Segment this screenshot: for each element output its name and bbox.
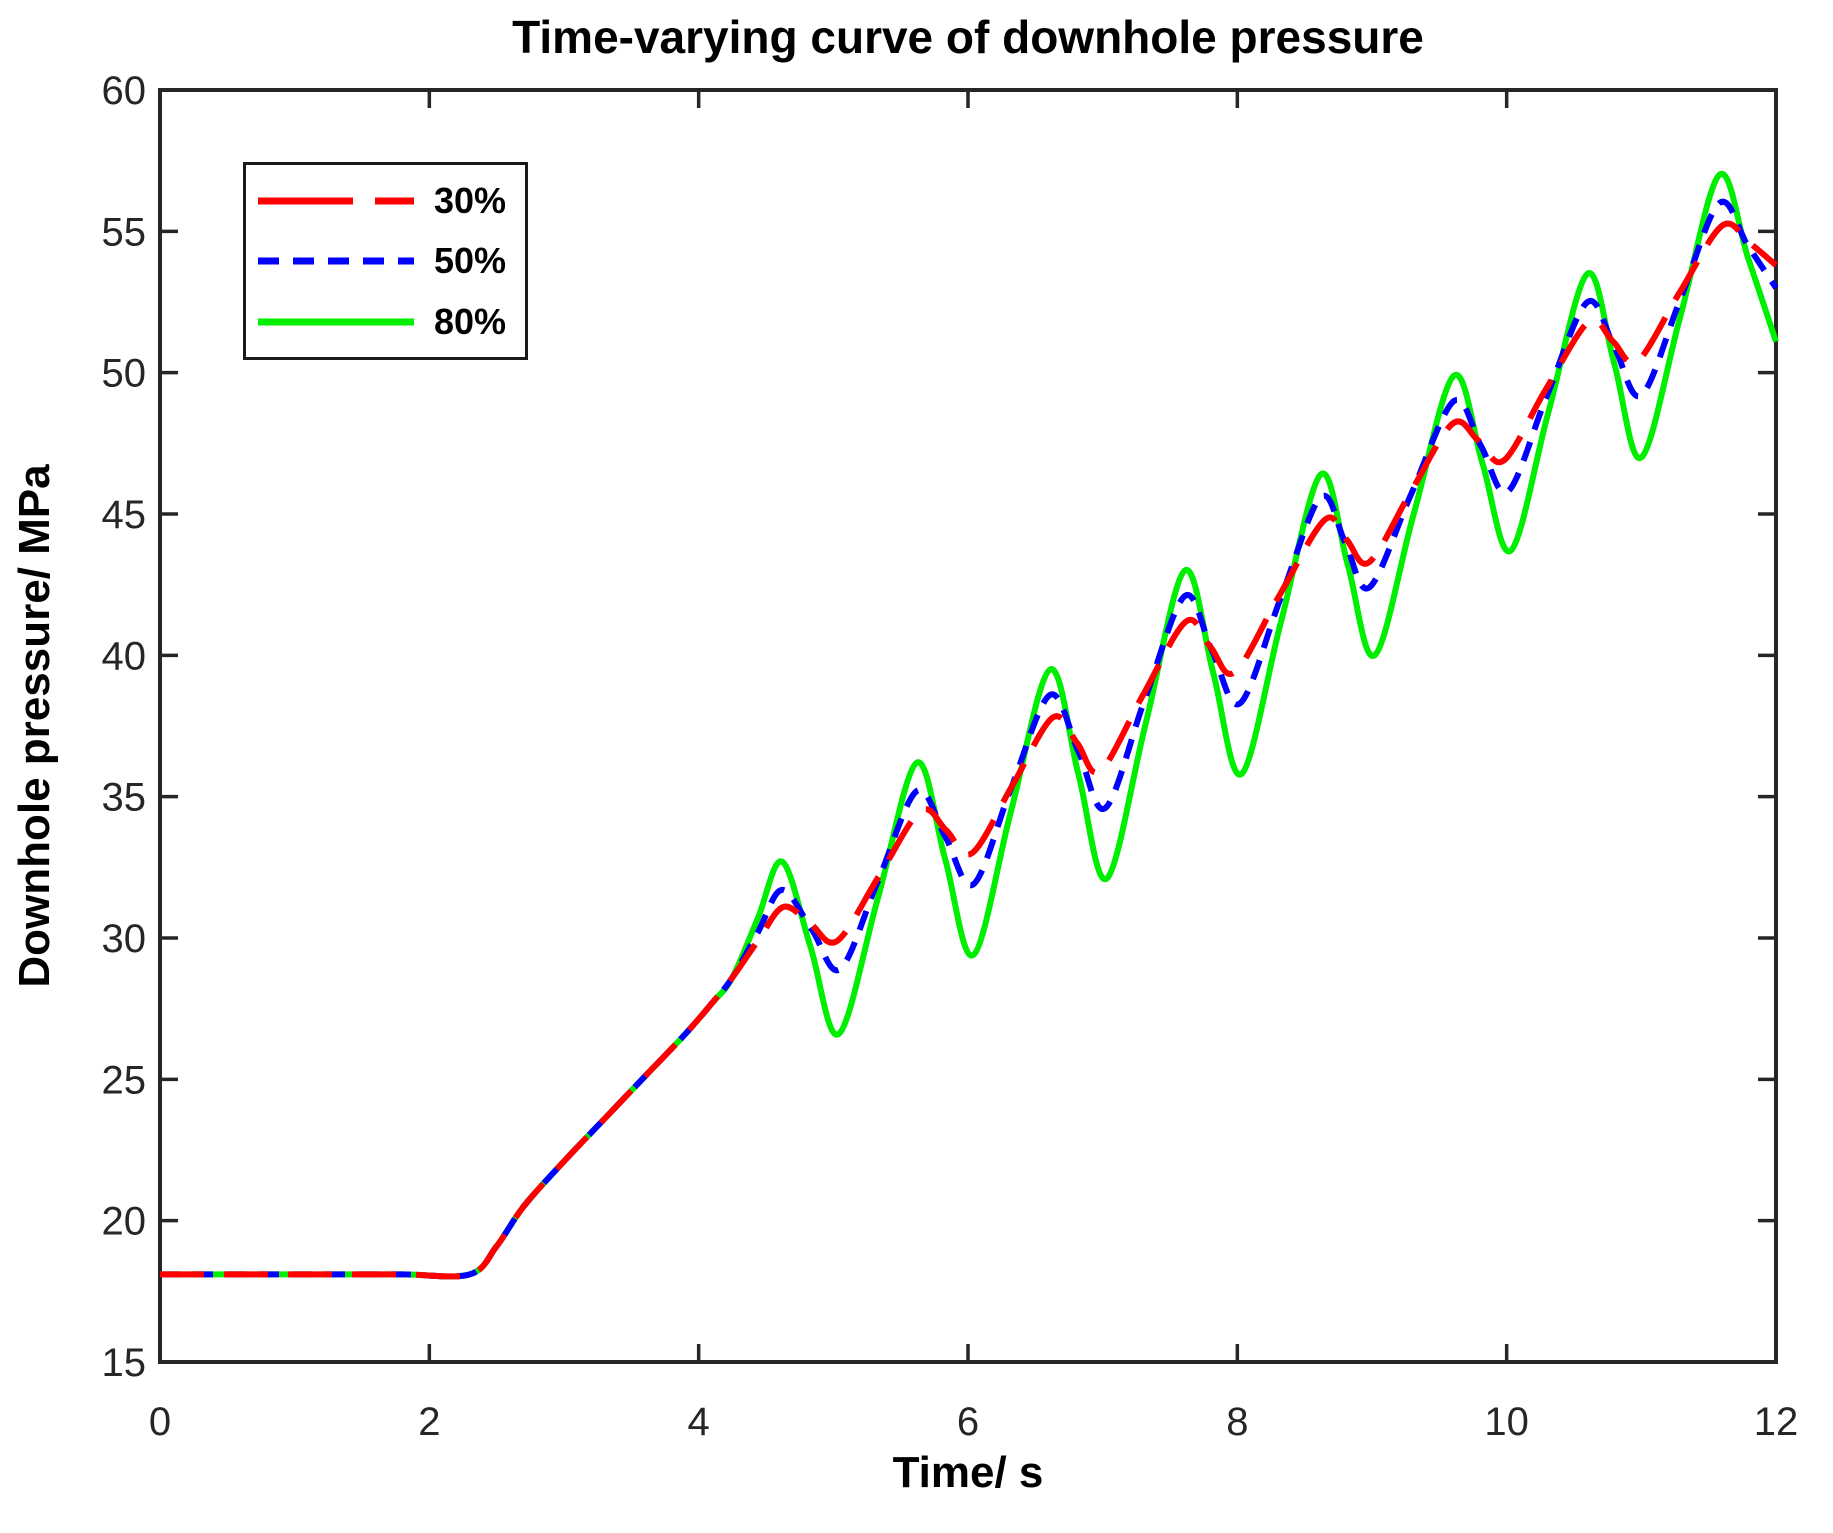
legend-entry-80: 80% xyxy=(246,293,525,351)
y-tick-label: 40 xyxy=(102,634,147,678)
series-30-curve xyxy=(160,220,1778,1280)
y-tick-label: 50 xyxy=(102,352,147,396)
x-tick-label: 0 xyxy=(149,1400,171,1444)
series-50-curve xyxy=(160,198,1779,1280)
x-tick-label: 10 xyxy=(1484,1400,1529,1444)
x-tick-label: 4 xyxy=(688,1400,710,1444)
curves xyxy=(160,170,1779,1280)
y-tick-label: 20 xyxy=(102,1200,147,1244)
legend-sample-line xyxy=(258,318,414,325)
y-tick-label: 55 xyxy=(102,210,147,254)
axes xyxy=(158,88,1778,1364)
legend-entry-50: 50% xyxy=(246,232,525,290)
y-tick-label: 45 xyxy=(102,493,147,537)
y-tick-label: 60 xyxy=(102,69,147,113)
x-tick-label: 6 xyxy=(957,1400,979,1444)
legend-sample-line xyxy=(258,197,414,204)
y-tick-label: 15 xyxy=(102,1341,147,1385)
x-tick-label: 12 xyxy=(1754,1400,1799,1444)
legend-label-50: 50% xyxy=(434,240,507,281)
x-tick-label: 8 xyxy=(1226,1400,1248,1444)
legend-sample-line xyxy=(258,257,414,265)
y-tick-label: 35 xyxy=(102,776,147,820)
y-tick-label: 25 xyxy=(102,1058,147,1102)
tick-labels: 0 2 4 6 8 10 12 15 20 25 30 35 40 45 50 55 60 xyxy=(102,69,1799,1444)
legend: 30% 50% 80% xyxy=(243,162,528,360)
x-tick-label: 2 xyxy=(418,1400,440,1444)
y-axis-label: Downhole pressure/ MPa xyxy=(10,464,59,988)
legend-entry-30: 30% xyxy=(246,172,525,230)
y-tick-label: 30 xyxy=(102,917,147,961)
chart-title: Time-varying curve of downhole pressure xyxy=(512,11,1424,63)
legend-label-30: 30% xyxy=(434,179,507,221)
x-axis-label: Time/ s xyxy=(892,1448,1044,1497)
legend-label-80: 80% xyxy=(434,300,507,342)
